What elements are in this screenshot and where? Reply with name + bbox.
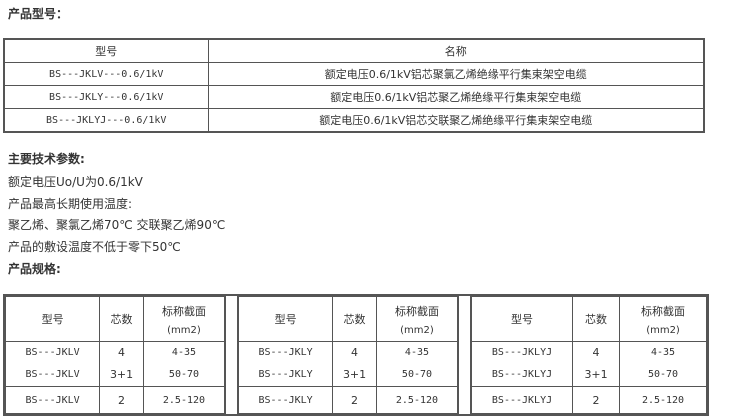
spec-heading: 产品规格: [8, 262, 61, 276]
model-cell: BS---JKLYJ BS---JKLYJ [470, 341, 574, 387]
cores-value: 3+1 [109, 368, 134, 381]
column-separator [458, 296, 471, 414]
header-cores: 芯数 [332, 296, 377, 342]
header-section: 标称截面 (mm2) [619, 296, 707, 342]
cores-cell: 2 [572, 386, 621, 414]
section-value: 50-70 [647, 369, 679, 380]
model-cell: BS---JKLYJ [470, 386, 574, 414]
header-cores: 芯数 [572, 296, 621, 342]
cores-cell: 4 3+1 [99, 341, 144, 387]
cores-value: 3+1 [584, 368, 608, 381]
table-row: BS---JKLV BS---JKLV 4 3+1 4-35 50-70 [4, 341, 226, 387]
table-row: BS---JKLV 2 2.5-120 [4, 386, 226, 414]
cores-value: 4 [351, 346, 359, 359]
param-line: 聚乙烯、聚氯乙烯70℃ 交联聚乙烯90℃ [8, 218, 226, 232]
model-cell: BS---JKLY BS---JKLY [237, 341, 334, 387]
model-cell: BS---JKLY [237, 386, 334, 414]
section-value: 50-70 [168, 369, 200, 380]
model-heading: 产品型号： [8, 7, 69, 21]
param-line: 产品最高长期使用温度: [8, 197, 133, 211]
section-value: 4-35 [650, 347, 676, 358]
model-value: BS---JKLV [25, 347, 80, 358]
header-section-label: 标称截面 [394, 304, 439, 318]
section-cell: 4-35 50-70 [619, 341, 707, 387]
header-section: 标称截面 (mm2) [375, 296, 459, 342]
param-line: 额定电压Uo/U为0.6/1kV [8, 175, 143, 189]
model-cell: BS---JKLV [4, 386, 101, 414]
name-cell: 额定电压0.6/1kV铝芯交联聚乙烯绝缘平行集束架空电缆 [207, 108, 705, 133]
table-row: BS---JKLY---0.6/1kV 额定电压0.6/1kV铝芯聚乙烯绝缘平行… [3, 85, 705, 109]
model-cell: BS---JKLYJ---0.6/1kV [3, 108, 209, 133]
name-cell: 额定电压0.6/1kV铝芯聚乙烯绝缘平行集束架空电缆 [207, 85, 705, 109]
header-section-unit: (mm2) [400, 324, 434, 336]
model-cell: BS---JKLY---0.6/1kV [3, 85, 209, 109]
cores-cell: 2 [99, 386, 144, 414]
cores-value: 4 [118, 346, 126, 359]
section-cell: 2.5-120 [619, 386, 707, 414]
table-row: BS---JKLY 2 2.5-120 [237, 386, 459, 414]
table-header-row: 型号 芯数 标称截面 (mm2) [4, 296, 226, 342]
header-cores: 芯数 [99, 296, 144, 342]
header-section-unit: (mm2) [167, 324, 201, 336]
model-value: BS---JKLV [25, 369, 80, 380]
param-line: 产品的敷设温度不低于零下50℃ [8, 240, 181, 254]
section-value: 4-35 [404, 347, 430, 358]
table-row: BS---JKLYJ---0.6/1kV 额定电压0.6/1kV铝芯交联聚乙烯绝… [3, 108, 705, 133]
section-cell: 2.5-120 [142, 386, 226, 414]
model-value: BS---JKLYJ [491, 347, 553, 358]
spec-table: 型号 芯数 标称截面 (mm2) BS---JKLV BS---JKLV 4 3+1 … [3, 294, 709, 416]
spec-subtable: 型号 芯数 标称截面 (mm2) BS---JKLYJ BS---JKLYJ 4 3+… [470, 296, 707, 414]
spec-subtable-jklyj: 型号 芯数 标称截面 (mm2) BS---JKLYJ BS---JKLYJ 4 3+… [470, 296, 707, 414]
table-header-row: 型号 名称 [3, 38, 705, 63]
header-model: 型号 [237, 296, 334, 342]
model-value: BS---JKLY [258, 347, 313, 358]
section-cell: 2.5-120 [375, 386, 459, 414]
table-row: BS---JKLY BS---JKLY 4 3+1 4-35 50-70 [237, 341, 459, 387]
name-cell: 额定电压0.6/1kV铝芯聚氯乙烯绝缘平行集束架空电缆 [207, 62, 705, 86]
section-value: 4-35 [171, 347, 197, 358]
table-row: BS---JKLYJ 2 2.5-120 [470, 386, 707, 414]
header-model: 型号 [4, 296, 101, 342]
table-row: BS---JKLYJ BS---JKLYJ 4 3+1 4-35 50-70 [470, 341, 707, 387]
spec-subtable: 型号 芯数 标称截面 (mm2) BS---JKLV BS---JKLV 4 3+1 … [4, 296, 226, 414]
table-header-row: 型号 芯数 标称截面 (mm2) [470, 296, 707, 342]
header-section-label: 标称截面 [641, 304, 686, 318]
cores-cell: 4 3+1 [572, 341, 621, 387]
section-cell: 4-35 50-70 [142, 341, 226, 387]
cores-cell: 4 3+1 [332, 341, 377, 387]
table-row: BS---JKLV---0.6/1kV 额定电压0.6/1kV铝芯聚氯乙烯绝缘平… [3, 62, 705, 86]
table-header-row: 型号 芯数 标称截面 (mm2) [237, 296, 459, 342]
spec-subtable: 型号 芯数 标称截面 (mm2) BS---JKLY BS---JKLY 4 3+1 … [237, 296, 459, 414]
header-model: 型号 [470, 296, 574, 342]
params-heading: 主要技术参数: [8, 152, 85, 166]
model-value: BS---JKLY [258, 369, 313, 380]
header-section: 标称截面 (mm2) [142, 296, 226, 342]
cores-value: 3+1 [342, 368, 367, 381]
cores-cell: 2 [332, 386, 377, 414]
cores-value: 4 [592, 346, 600, 359]
header-section-unit: (mm2) [646, 324, 680, 336]
column-separator [225, 296, 238, 414]
header-model: 型号 [3, 38, 209, 63]
section-value: 50-70 [401, 369, 433, 380]
section-cell: 4-35 50-70 [375, 341, 459, 387]
model-value: BS---JKLYJ [491, 369, 553, 380]
spec-subtable-jkly: 型号 芯数 标称截面 (mm2) BS---JKLY BS---JKLY 4 3+1 … [237, 296, 459, 414]
model-cell: BS---JKLV BS---JKLV [4, 341, 101, 387]
spec-subtable-jklv: 型号 芯数 标称截面 (mm2) BS---JKLV BS---JKLV 4 3+1 … [4, 296, 226, 414]
model-table: 型号 名称 BS---JKLV---0.6/1kV 额定电压0.6/1kV铝芯聚… [3, 38, 705, 133]
header-name: 名称 [207, 38, 705, 63]
header-section-label: 标称截面 [161, 304, 206, 318]
model-cell: BS---JKLV---0.6/1kV [3, 62, 209, 86]
